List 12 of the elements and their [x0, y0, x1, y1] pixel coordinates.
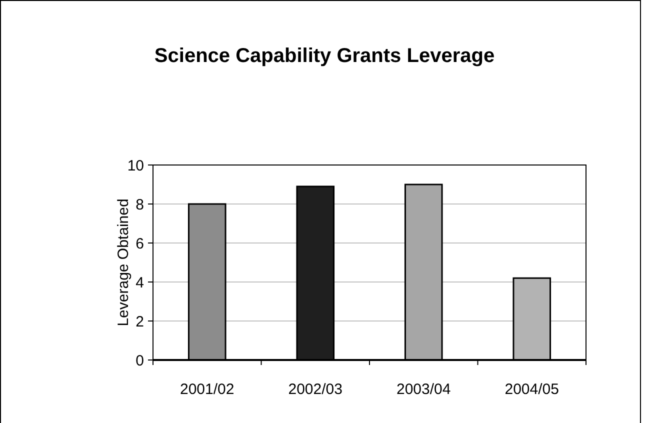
y-tick-label: 4: [136, 274, 144, 292]
y-tick-label: 0: [136, 352, 144, 370]
x-tick-label: 2002/03: [288, 381, 342, 398]
x-tick-label: 2001/02: [180, 381, 234, 398]
y-tick-label: 6: [136, 235, 144, 252]
x-tick-label: 2004/05: [504, 381, 559, 398]
y-axis-title: Leverage Obtained: [115, 198, 132, 326]
chart-title: Science Capability Grants Leverage: [154, 45, 495, 67]
y-tick-label: 10: [127, 157, 144, 174]
x-tick-label: 2003/04: [396, 381, 451, 398]
y-tick-label: 2: [136, 313, 144, 330]
y-tick-label: 8: [136, 196, 144, 214]
